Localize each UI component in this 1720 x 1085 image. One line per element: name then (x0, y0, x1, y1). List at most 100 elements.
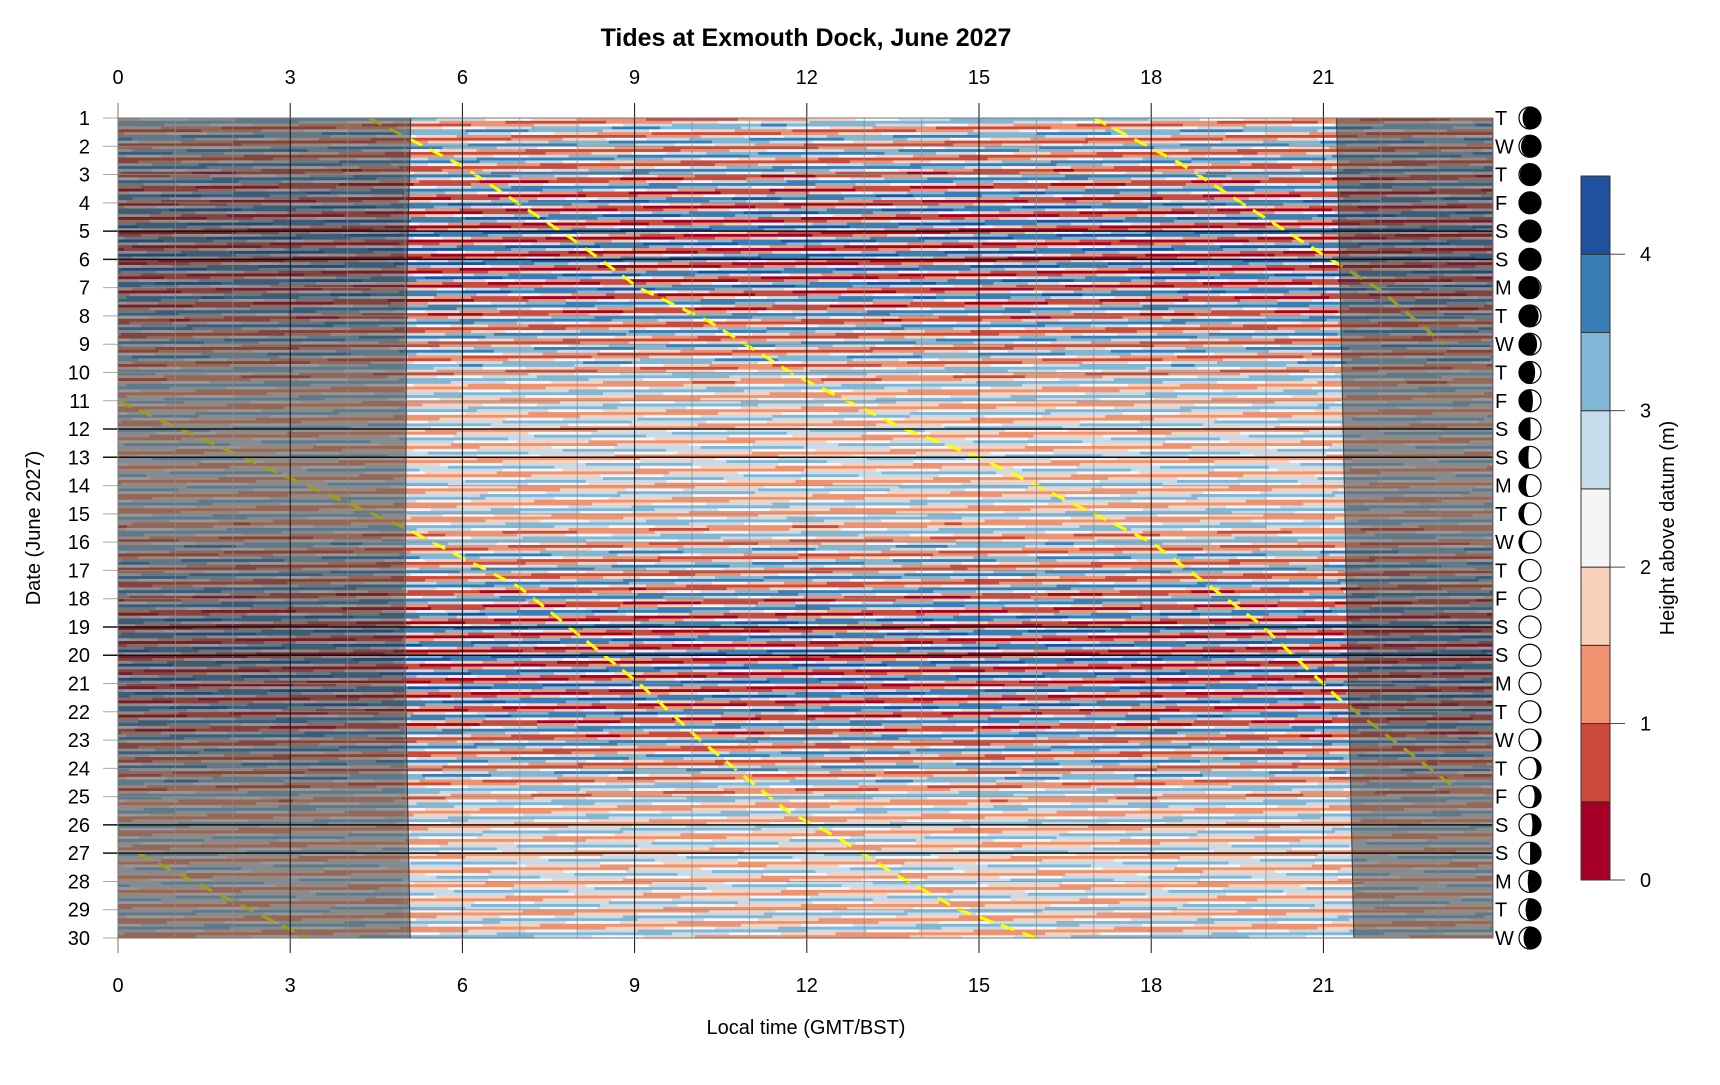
contour-band-cell (941, 423, 1003, 427)
contour-band-cell (597, 429, 667, 433)
contour-band-cell (410, 143, 469, 147)
contour-band-cell (1266, 607, 1299, 611)
contour-band-cell (436, 375, 484, 379)
contour-band-cell (620, 177, 684, 181)
contour-band-cell (1010, 635, 1043, 639)
contour-band-cell (798, 550, 839, 555)
contour-band-cell (591, 211, 621, 215)
contour-band-cell (981, 318, 1023, 323)
contour-band-cell (1182, 567, 1307, 572)
contour-band-cell (522, 556, 564, 560)
contour-band-cell (892, 559, 997, 563)
contour-band-cell (700, 298, 874, 303)
contour-band-cell (1194, 259, 1244, 263)
contour-band-cell (1099, 652, 1141, 656)
contour-band-cell (950, 231, 992, 235)
contour-band-cell (1085, 188, 1256, 193)
contour-band-cell (1205, 683, 1258, 687)
contour-band-cell (634, 539, 679, 543)
contour-band-cell (468, 578, 504, 583)
contour-band-cell (996, 643, 1046, 648)
contour-band-cell (1047, 245, 1078, 249)
contour-band-cell (1007, 349, 1052, 354)
contour-band-cell (818, 324, 857, 328)
contour-band-cell (1288, 143, 1347, 147)
contour-band-cell (565, 604, 621, 608)
contour-band-cell (735, 304, 773, 309)
contour-band-cell (1133, 643, 1187, 648)
contour-band-cell (890, 488, 966, 492)
contour-band-cell (450, 666, 484, 670)
contour-band-cell (1185, 536, 1236, 540)
contour-band-cell (631, 598, 667, 603)
contour-band-cell (525, 598, 567, 603)
contour-band-cell (984, 626, 1017, 631)
contour-band-cell (1214, 462, 1302, 467)
contour-band-cell (878, 248, 911, 252)
contour-band-cell (1042, 624, 1089, 628)
contour-band-cell (1145, 366, 1198, 371)
contour-band-cell (740, 126, 788, 130)
contour-band-cell (1297, 539, 1347, 543)
contour-band-cell (396, 265, 432, 269)
contour-band-cell (895, 658, 928, 662)
contour-band-cell (732, 352, 788, 357)
contour-band-cell (864, 536, 931, 540)
contour-band-cell (614, 454, 779, 458)
contour-band-cell (930, 556, 974, 560)
contour-band-cell (976, 197, 1015, 201)
contour-band-cell (617, 491, 756, 495)
contour-band-cell (488, 194, 587, 198)
contour-band-cell (1291, 414, 1359, 419)
contour-band-cell (910, 499, 1063, 504)
contour-band-cell (950, 666, 994, 670)
contour-band-cell (1283, 228, 1333, 232)
contour-band-cell (801, 205, 837, 210)
contour-band-cell (574, 284, 604, 289)
contour-band-cell (448, 482, 530, 487)
contour-band-cell (732, 239, 782, 244)
contour-band-cell (758, 624, 788, 628)
contour-band-cell (1050, 296, 1083, 300)
contour-band-cell (1082, 143, 1124, 147)
contour-band-cell (1099, 479, 1178, 484)
contour-band-cell (666, 248, 707, 252)
contour-band-cell (445, 533, 518, 538)
contour-band-cell (786, 624, 819, 628)
contour-band-cell (1171, 361, 1218, 365)
contour-band-cell (448, 542, 498, 546)
contour-band-cell (367, 423, 492, 427)
contour-band-cell (677, 451, 753, 456)
contour-band-cell (1251, 293, 1284, 297)
contour-band-cell (947, 638, 1072, 642)
contour-band-cell (1045, 542, 1075, 546)
contour-band-cell (1288, 460, 1353, 464)
contour-band-cell (422, 595, 458, 600)
contour-band-cell (1142, 265, 1175, 269)
contour-band-cell (1317, 576, 1356, 580)
contour-band-cell (427, 652, 461, 656)
contour-band-cell (1191, 157, 1327, 162)
contour-band-cell (554, 321, 590, 326)
contour-band-cell (953, 284, 983, 289)
contour-band-cell (511, 225, 555, 229)
contour-band-cell (838, 132, 883, 136)
contour-band-cell (789, 499, 845, 504)
contour-band-cell (471, 296, 524, 300)
contour-band-cell (608, 344, 667, 348)
contour-band-cell (1291, 621, 1322, 625)
contour-band-cell (1036, 556, 1132, 560)
contour-band-cell (689, 522, 745, 526)
contour-band-cell (1199, 519, 1253, 523)
contour-band-cell (1174, 310, 1213, 314)
contour-band-cell (537, 680, 567, 685)
contour-band-cell (1079, 525, 1267, 529)
contour-band-cell (1148, 287, 1181, 292)
contour-band-cell (528, 154, 570, 159)
contour-band-cell (712, 361, 759, 365)
contour-band-cell (1179, 287, 1213, 292)
contour-band-cell (1179, 632, 1227, 637)
contour-band-cell (778, 454, 854, 458)
contour-band-cell (1225, 174, 1270, 178)
contour-band-cell (502, 462, 587, 467)
